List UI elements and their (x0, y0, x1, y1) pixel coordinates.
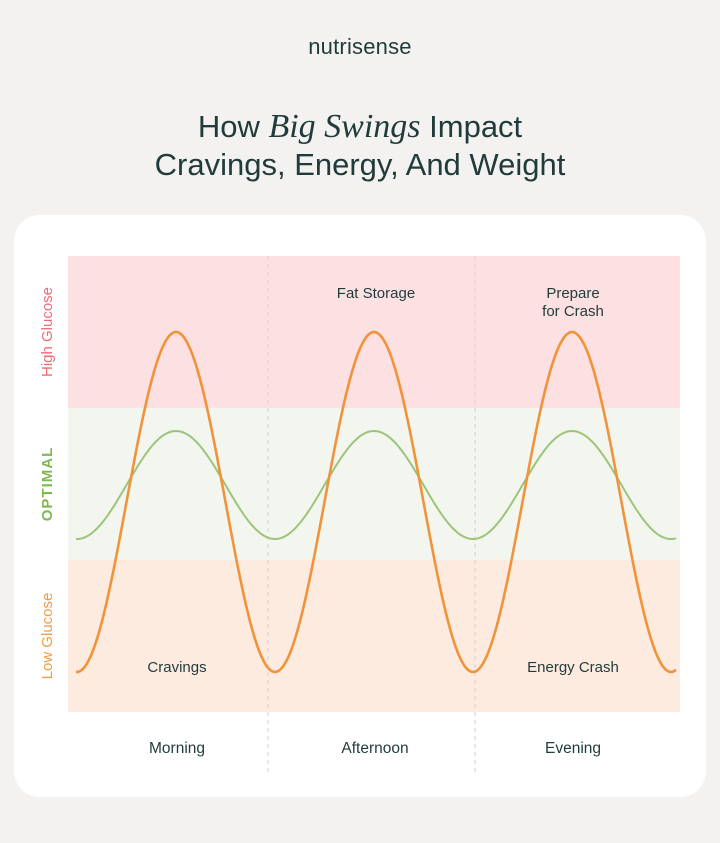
annotation-prepare-line-1: Prepare (546, 285, 599, 302)
glucose-swing-chart: High Glucose OPTIMAL Low Glucose Fat Sto… (39, 256, 680, 773)
annotation-energy-crash: Energy Crash (527, 659, 619, 676)
title-prefix: How (197, 109, 269, 144)
optimal-glucose-line (76, 429, 677, 540)
brand-logo: nutrisense (308, 34, 412, 59)
x-tick-evening: Evening (545, 740, 601, 757)
annotation-cravings: Cravings (147, 659, 206, 676)
title-line-1: How Big Swings Impact (0, 108, 720, 146)
zone-label-low: Low Glucose (39, 593, 56, 680)
zone-optimal (68, 408, 680, 560)
zone-label-high: High Glucose (39, 287, 56, 377)
title-emphasis: Big Swings (268, 108, 421, 145)
annotation-fat-storage: Fat Storage (337, 285, 415, 302)
x-tick-afternoon: Afternoon (341, 740, 408, 757)
x-tick-morning: Morning (149, 740, 205, 757)
title-suffix: Impact (420, 109, 523, 144)
big-swing-glucose-line (76, 330, 677, 674)
chart-card: High Glucose OPTIMAL Low Glucose Fat Sto… (14, 215, 706, 797)
annotation-prepare-line-2: for Crash (542, 303, 604, 320)
zone-low-glucose (68, 560, 680, 712)
title-line-2: Cravings, Energy, And Weight (154, 147, 566, 182)
page-title: How Big Swings Impact Cravings, Energy, … (0, 108, 720, 184)
zone-label-optimal: OPTIMAL (39, 447, 56, 522)
